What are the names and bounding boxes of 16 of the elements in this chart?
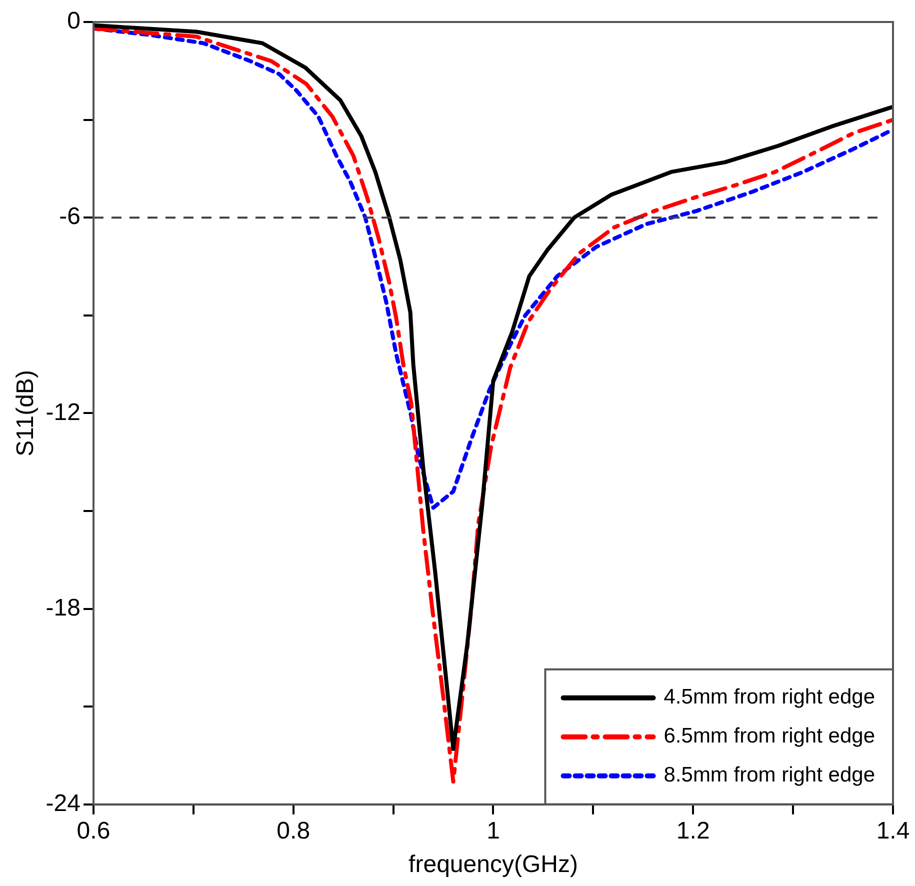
x-tick-label: 1 [486, 817, 500, 844]
x-tick-label: 0.8 [276, 817, 310, 844]
y-tick-label: 0 [67, 8, 80, 35]
y-tick-label: -24 [46, 790, 80, 818]
legend-label: 8.5mm from right edge [664, 764, 876, 787]
y-tick-label: -12 [46, 398, 80, 426]
line-series [93, 26, 893, 510]
y-tick-label: -6 [59, 203, 80, 230]
x-tick-label: 1.4 [876, 817, 910, 844]
legend-label: 4.5mm from right edge [664, 686, 876, 709]
x-tick-label: 1.2 [676, 817, 710, 844]
x-tick-label: 0.6 [76, 817, 110, 844]
x-axis-title: frequency(GHz) [408, 851, 578, 878]
legend-label: 6.5mm from right edge [664, 724, 876, 748]
y-tick-label: -18 [46, 594, 80, 622]
y-axis-title: S11(dB) [12, 370, 40, 456]
